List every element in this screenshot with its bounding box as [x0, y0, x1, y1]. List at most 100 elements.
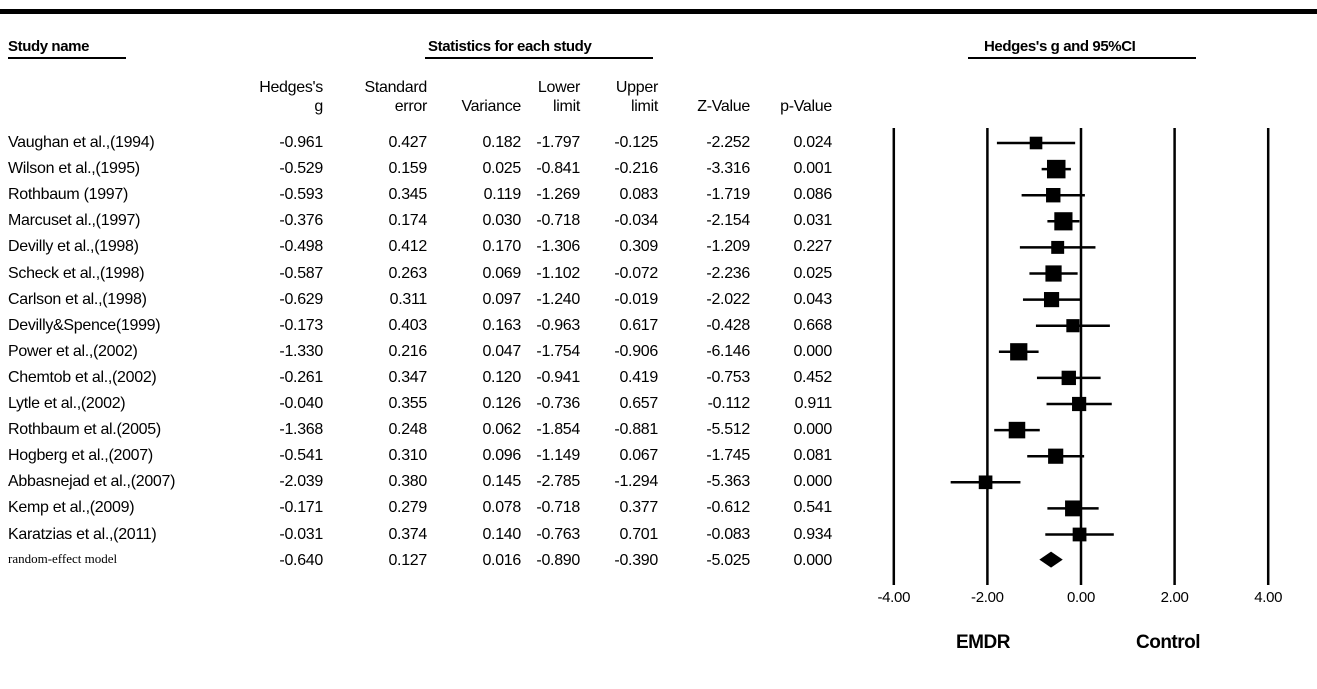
- cell-lower-limit: -1.102: [536, 264, 580, 282]
- cell-z-value: -0.612: [706, 499, 750, 517]
- effect-marker: [1046, 187, 1061, 203]
- emdr-label: EMDR: [956, 632, 1010, 653]
- effect-marker: [1054, 212, 1073, 231]
- summary-diamond: [1039, 551, 1063, 568]
- column-header-z-value: Z-Value: [697, 98, 750, 115]
- study-name: Carlson et al.,(1998): [8, 290, 147, 308]
- cell-hedges-g: -0.040: [279, 395, 323, 412]
- x-tick-label: 4.00: [1254, 589, 1283, 606]
- cell-lower-limit: -1.854: [536, 421, 580, 439]
- cell-z-value: -0.112: [707, 395, 751, 412]
- cell-hedges-g: -0.593: [279, 186, 323, 204]
- cell-standard-error: 0.263: [388, 264, 427, 282]
- cell-p-value: 0.000: [793, 473, 832, 491]
- effect-marker: [1008, 421, 1026, 439]
- plot-title-underline: [968, 57, 1196, 59]
- cell-p-value: 0.911: [794, 395, 833, 412]
- cell-standard-error: 0.347: [388, 368, 427, 386]
- cell-upper-limit: 0.657: [619, 395, 658, 412]
- effect-marker: [1051, 240, 1065, 254]
- effect-marker: [1043, 292, 1060, 308]
- cell-upper-limit: 0.419: [619, 368, 658, 386]
- x-tick-label: 0.00: [1067, 589, 1095, 606]
- effect-marker: [1048, 448, 1064, 464]
- cell-upper-limit: -0.034: [614, 212, 658, 230]
- cell-p-value: 0.000: [793, 421, 832, 439]
- cell-hedges-g: -0.541: [279, 447, 323, 465]
- cell-p-value: 0.452: [793, 368, 832, 386]
- cell-p-value: 0.081: [793, 447, 832, 465]
- cell-standard-error: 0.159: [388, 160, 427, 178]
- cell-variance: 0.025: [482, 160, 521, 178]
- statistics-underline: [425, 57, 653, 59]
- effect-marker: [1066, 319, 1080, 333]
- cell-upper-limit: 0.617: [619, 316, 658, 334]
- cell-variance: 0.163: [482, 316, 521, 334]
- cell-hedges-g: -1.368: [279, 421, 323, 439]
- cell-hedges-g: -0.961: [279, 134, 323, 151]
- summary-row-name: random-effect model: [8, 550, 118, 566]
- column-header-hedges-g: Hedges's g: [259, 79, 323, 115]
- cell-hedges-g: -0.587: [279, 264, 323, 282]
- effect-marker: [978, 475, 993, 490]
- cell-p-value: 0.043: [793, 290, 832, 308]
- cell-p-value: 0.086: [793, 186, 832, 204]
- x-tick-label: -2.00: [971, 589, 1004, 606]
- cell-standard-error: 0.427: [388, 134, 427, 151]
- study-name: Hogberg et al.,(2007): [8, 447, 153, 465]
- cell-hedges-g: -0.031: [279, 525, 323, 543]
- cell-lower-limit: -0.763: [536, 525, 580, 543]
- effect-marker: [1010, 343, 1028, 361]
- cell-lower-limit: -1.269: [536, 186, 580, 204]
- column-header-variance: Variance: [461, 98, 521, 115]
- study-name: Devilly&Spence(1999): [8, 316, 161, 334]
- cell-upper-limit: -0.216: [614, 160, 658, 178]
- effect-marker: [1072, 527, 1087, 542]
- cell-standard-error: 0.355: [388, 395, 427, 412]
- cell-p-value: 0.227: [793, 238, 832, 256]
- study-name-underline: [8, 57, 126, 59]
- control-label: Control: [1136, 632, 1201, 653]
- statistics-header: Statistics for each study: [428, 38, 592, 55]
- cell-standard-error: 0.311: [389, 290, 428, 308]
- column-header-lower-limit: Lower limit: [537, 79, 580, 115]
- cell-z-value: -1.719: [706, 186, 750, 204]
- cell-variance: 0.030: [482, 212, 521, 230]
- effect-marker: [1045, 265, 1062, 282]
- cell-upper-limit: -0.125: [614, 134, 658, 151]
- cell-p-value: 0.934: [793, 525, 832, 543]
- cell-z-value: -2.236: [706, 264, 750, 282]
- cell-lower-limit: -0.718: [536, 499, 580, 517]
- cell-variance: 0.047: [482, 342, 521, 360]
- cell-lower-limit: -0.736: [536, 395, 580, 412]
- effect-marker: [1046, 159, 1066, 179]
- cell-p-value: 0.668: [793, 316, 832, 334]
- cell-z-value: -0.753: [706, 368, 750, 386]
- cell-upper-limit: 0.701: [619, 525, 658, 543]
- cell-hedges-g: -0.261: [279, 368, 323, 386]
- cell-upper-limit: 0.377: [619, 499, 658, 517]
- cell-p-value: 0.000: [793, 342, 832, 360]
- study-name-header: Study name: [8, 38, 90, 55]
- study-name: Wilson et al.,(1995): [8, 160, 140, 178]
- study-name: Marcuset al.,(1997): [8, 212, 141, 230]
- cell-standard-error: 0.374: [388, 525, 427, 543]
- cell-lower-limit: -1.754: [536, 342, 580, 360]
- study-name: Power et al.,(2002): [8, 342, 138, 360]
- cell-standard-error: 0.345: [388, 186, 427, 204]
- cell-variance: 0.062: [482, 421, 521, 439]
- study-name: Rothbaum et al.(2005): [8, 421, 161, 439]
- cell-variance: 0.120: [482, 368, 521, 386]
- study-name: Chemtob et al.,(2002): [8, 368, 157, 386]
- cell-lower-limit: -0.941: [536, 368, 580, 386]
- cell-variance: 0.119: [483, 186, 522, 204]
- cell-upper-limit: 0.309: [619, 238, 658, 256]
- cell-standard-error: 0.310: [388, 447, 427, 465]
- cell-hedges-g: -0.173: [279, 316, 323, 334]
- cell-z-value: -6.146: [706, 342, 750, 360]
- cell-p-value: 0.000: [793, 551, 832, 569]
- effect-marker: [1061, 370, 1076, 386]
- top-rule: [0, 9, 1317, 14]
- study-name: Lytle et al.,(2002): [8, 395, 126, 412]
- cell-p-value: 0.025: [793, 264, 832, 282]
